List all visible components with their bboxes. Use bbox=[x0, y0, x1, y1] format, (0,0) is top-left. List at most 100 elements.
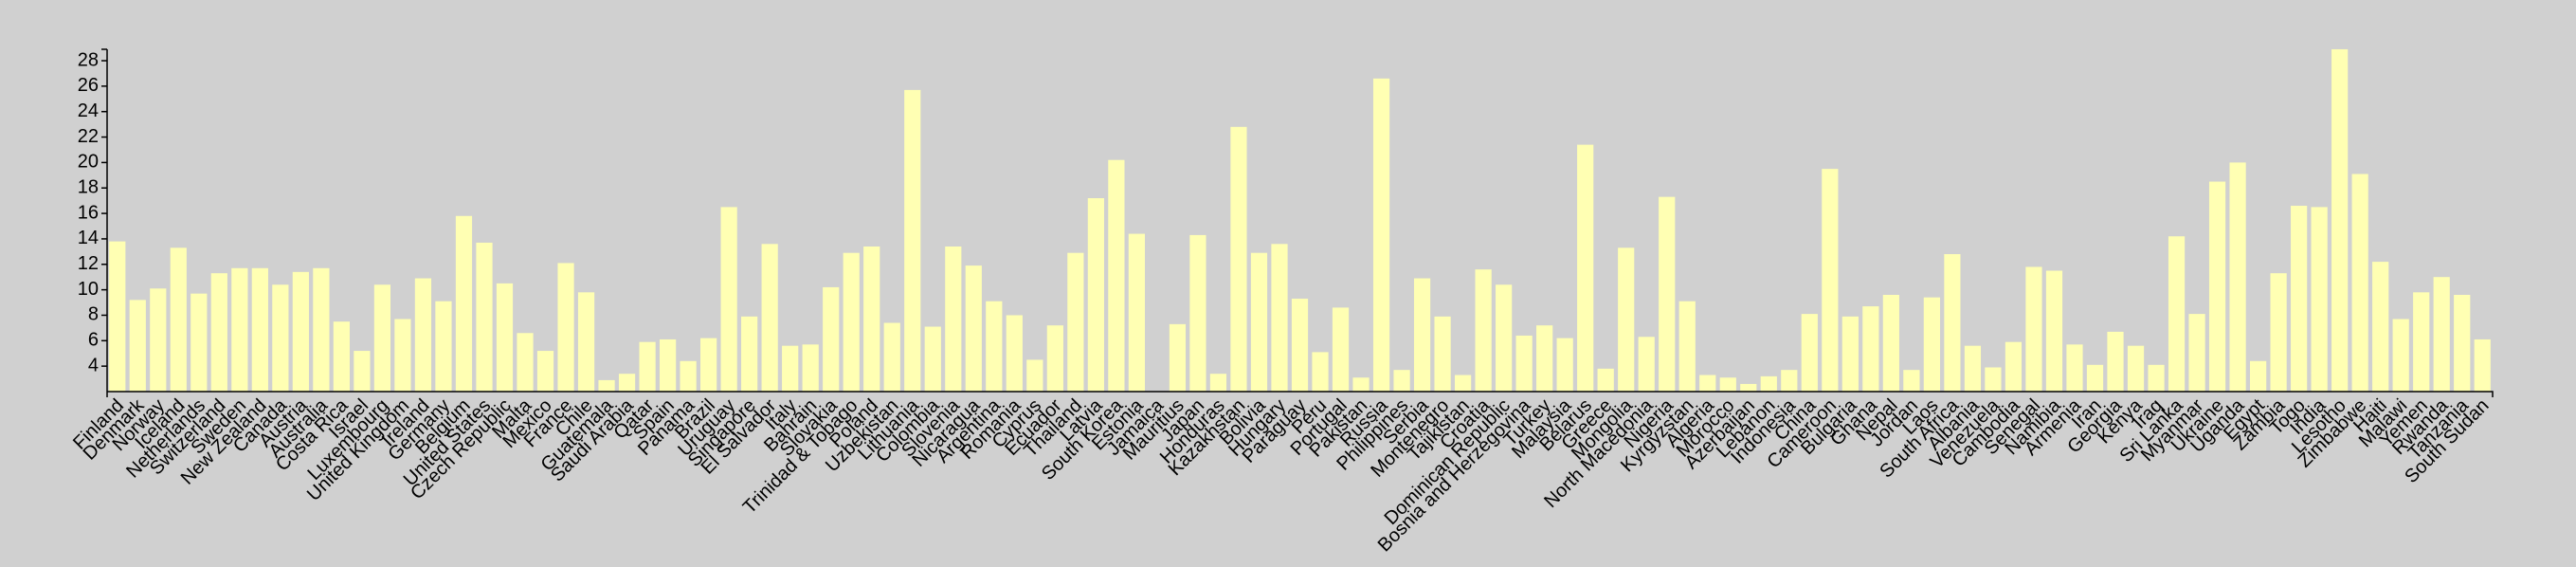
bar bbox=[435, 301, 452, 392]
bar bbox=[1352, 377, 1370, 392]
bar bbox=[1496, 284, 1513, 392]
bar bbox=[1964, 345, 1982, 392]
bar bbox=[965, 265, 982, 392]
bar bbox=[1985, 367, 2002, 392]
bar bbox=[1250, 252, 1268, 392]
bar bbox=[1332, 307, 1350, 392]
bar bbox=[1312, 352, 1329, 392]
bar bbox=[1536, 325, 1553, 392]
bar bbox=[639, 341, 656, 392]
bar bbox=[924, 326, 941, 392]
bar bbox=[1659, 196, 1676, 392]
bar bbox=[883, 322, 900, 392]
bar bbox=[1475, 269, 1492, 392]
bar bbox=[1923, 297, 1941, 392]
bar bbox=[1169, 323, 1187, 392]
bars bbox=[109, 48, 2491, 392]
bar bbox=[945, 246, 962, 392]
bar bbox=[536, 351, 554, 392]
bar bbox=[1699, 375, 1716, 392]
bar bbox=[2311, 207, 2328, 392]
bar bbox=[292, 271, 309, 392]
bar bbox=[1903, 370, 1920, 392]
bar bbox=[986, 301, 1003, 392]
bar bbox=[1291, 299, 1309, 392]
y-tick-label: 14 bbox=[78, 228, 99, 248]
bar bbox=[150, 288, 167, 392]
bar bbox=[2454, 294, 2471, 392]
bar bbox=[2392, 319, 2409, 392]
bar bbox=[1067, 252, 1084, 392]
bar bbox=[2208, 181, 2226, 392]
y-tick-label: 24 bbox=[78, 101, 99, 121]
bar bbox=[109, 241, 126, 392]
bar bbox=[618, 374, 636, 392]
bar bbox=[1413, 278, 1431, 392]
bar bbox=[1760, 375, 1777, 392]
bar bbox=[210, 273, 227, 392]
bar bbox=[2229, 162, 2246, 392]
bar bbox=[1372, 78, 1390, 392]
bar bbox=[2372, 262, 2389, 392]
bar bbox=[863, 246, 880, 392]
bar bbox=[2005, 341, 2023, 392]
bar bbox=[231, 267, 248, 392]
bar bbox=[2331, 48, 2349, 392]
bar bbox=[1556, 338, 1573, 392]
bar bbox=[2270, 273, 2287, 392]
bar bbox=[1577, 144, 1594, 392]
bar bbox=[354, 351, 371, 392]
bar bbox=[598, 379, 615, 392]
bar bbox=[823, 286, 840, 392]
bar bbox=[1638, 337, 1655, 392]
bar bbox=[2107, 331, 2124, 392]
bar bbox=[129, 300, 146, 392]
bar bbox=[2168, 236, 2186, 392]
bar bbox=[577, 292, 595, 392]
bar bbox=[394, 319, 411, 392]
bar bbox=[2086, 364, 2104, 392]
bar bbox=[1108, 159, 1125, 392]
bar bbox=[414, 278, 432, 392]
bar bbox=[2474, 338, 2491, 392]
y-tick-label: 22 bbox=[78, 126, 99, 147]
bar bbox=[1801, 314, 1818, 392]
y-tick-label: 10 bbox=[78, 279, 99, 300]
bar bbox=[720, 207, 737, 392]
bar bbox=[782, 345, 799, 392]
bar bbox=[1882, 294, 1899, 392]
y-tick-label: 28 bbox=[78, 49, 99, 70]
bar bbox=[843, 252, 860, 392]
bar bbox=[2127, 345, 2145, 392]
y-tick-label: 12 bbox=[78, 253, 99, 274]
bar bbox=[761, 244, 778, 392]
bar bbox=[700, 338, 717, 392]
bar bbox=[659, 338, 677, 392]
bar bbox=[2249, 360, 2267, 392]
bar bbox=[557, 263, 574, 392]
y-tick-label: 6 bbox=[88, 330, 99, 351]
bar bbox=[1026, 359, 1043, 392]
bar bbox=[1740, 383, 1757, 392]
bar bbox=[1230, 126, 1247, 392]
bar bbox=[1618, 247, 1635, 392]
bar bbox=[2148, 364, 2165, 392]
bar bbox=[2291, 206, 2308, 392]
bar bbox=[1189, 234, 1206, 392]
bar bbox=[313, 267, 330, 392]
y-tick-label: 26 bbox=[78, 75, 99, 96]
bar bbox=[2433, 277, 2450, 392]
bar bbox=[455, 215, 473, 392]
bar bbox=[1006, 315, 1023, 392]
y-tick-label: 4 bbox=[88, 355, 99, 375]
axes bbox=[101, 48, 2494, 397]
y-tick-label: 18 bbox=[78, 177, 99, 198]
bar bbox=[251, 267, 268, 392]
bar bbox=[2351, 174, 2368, 392]
bar bbox=[1393, 370, 1410, 392]
bar bbox=[680, 360, 697, 392]
bar bbox=[1944, 254, 1961, 392]
bar bbox=[2025, 266, 2042, 392]
bar bbox=[1678, 301, 1696, 392]
